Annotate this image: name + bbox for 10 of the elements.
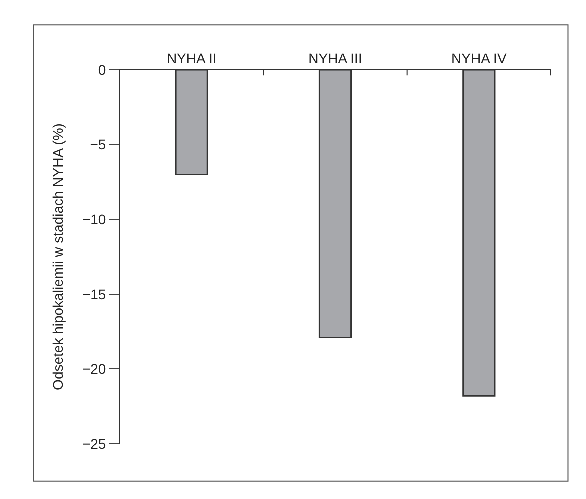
y-tick-label: −15 [82, 286, 106, 302]
x-tick-label: NYHA II [166, 50, 217, 66]
y-tick-label: −10 [82, 212, 106, 228]
y-axis-title: Odsetek hipokaliemii w stadiach NYHA (%) [50, 124, 66, 390]
x-tick-label: NYHA IV [452, 50, 508, 66]
y-tick-label: −5 [90, 136, 106, 153]
y-tick-label: −20 [82, 361, 106, 378]
y-tick-label: 0 [98, 62, 106, 78]
x-tick-label: NYHA III [308, 50, 362, 66]
y-tick-label: −25 [82, 436, 106, 452]
